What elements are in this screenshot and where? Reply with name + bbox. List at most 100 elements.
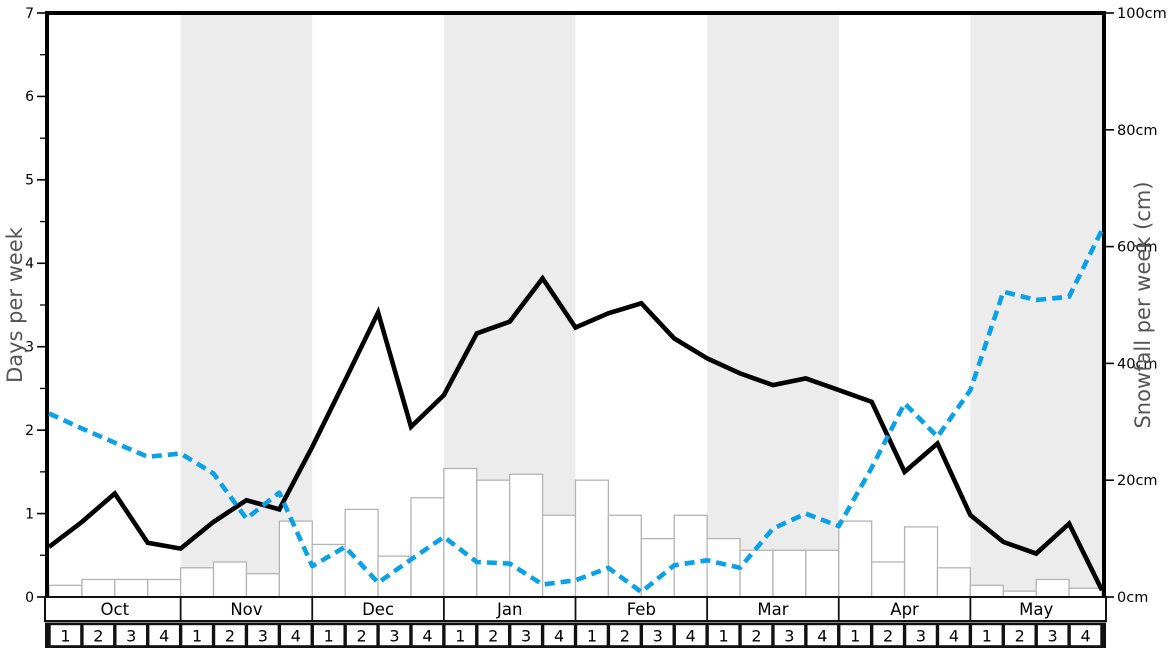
left-tick-label: 4 xyxy=(25,256,34,272)
month-label-oct: Oct xyxy=(101,600,130,619)
week-label: 3 xyxy=(916,626,926,645)
snowfall-bar-apr-w2 xyxy=(871,561,906,598)
week-cell xyxy=(972,625,1002,646)
left-tick-label: 5 xyxy=(25,173,34,189)
black-solid-line xyxy=(47,274,1105,592)
month-label-jan: Jan xyxy=(496,600,522,619)
snowfall-bar-nov-w3 xyxy=(245,572,280,598)
week-cell xyxy=(182,625,212,646)
week-cell xyxy=(511,625,541,646)
week-label: 3 xyxy=(521,626,531,645)
week-cell xyxy=(610,625,640,646)
snowfall-bar-mar-w2 xyxy=(739,549,774,598)
blue-dashed-line xyxy=(48,228,1105,595)
left-tick-label: 2 xyxy=(25,423,34,439)
week-cell xyxy=(774,625,805,646)
week-label: 2 xyxy=(883,626,893,645)
right-tick-label: 20cm xyxy=(1117,473,1158,489)
week-cell xyxy=(807,625,838,646)
week-cell xyxy=(577,625,607,646)
week-cell xyxy=(379,625,410,646)
week-label: 4 xyxy=(159,626,169,645)
right-tick-label: 40cm xyxy=(1117,356,1158,372)
chart-generated-layers: 0 1 2 3 4 5 6 7 0cm 20cm 40cm 60cm 80cm 100cm Oct Nov De… xyxy=(25,6,1167,648)
week-cell xyxy=(83,625,114,646)
snowfall-bar-jan-w3 xyxy=(509,473,544,598)
snowfall-bar-feb-w4 xyxy=(673,514,708,598)
month-band-mar xyxy=(707,13,839,597)
week-cell xyxy=(544,625,574,646)
right-tick-label: 100cm xyxy=(1117,6,1167,22)
week-label: 4 xyxy=(422,626,432,645)
week-cell xyxy=(248,625,278,646)
left-tick-label: 1 xyxy=(25,506,34,522)
right-axis-title: Snowfall per week (cm) xyxy=(1131,181,1155,428)
week-cell xyxy=(741,625,772,646)
week-label: 3 xyxy=(389,626,399,645)
left-tick-label: 6 xyxy=(25,89,34,105)
left-tick-label: 0 xyxy=(25,590,34,606)
week-label: 4 xyxy=(1080,626,1090,645)
week-cell xyxy=(939,625,969,646)
week-label: 4 xyxy=(949,626,959,645)
week-label: 1 xyxy=(850,626,860,645)
month-label-dec: Dec xyxy=(362,600,394,619)
snowfall-bar-feb-w2 xyxy=(607,514,642,598)
week-label: 1 xyxy=(455,626,465,645)
week-cell xyxy=(346,625,377,646)
snowfall-bar-may-w3 xyxy=(1035,578,1070,598)
week-cell xyxy=(873,625,903,646)
week-label: 3 xyxy=(653,626,663,645)
week-label: 2 xyxy=(620,626,630,645)
month-label-nov: Nov xyxy=(230,600,262,619)
snowfall-bar-apr-w1 xyxy=(838,520,873,598)
week-label: 1 xyxy=(60,626,70,645)
snowfall-bar-jan-w1 xyxy=(443,467,478,598)
week-cell xyxy=(445,625,476,646)
snowfall-bar-dec-w1 xyxy=(311,543,346,598)
week-label: 3 xyxy=(1048,626,1058,645)
month-band-may xyxy=(970,13,1102,597)
week-cell xyxy=(1004,625,1035,646)
right-tick-label: 80cm xyxy=(1117,123,1158,139)
week-cell xyxy=(116,625,147,646)
left-axis-title: Days per week xyxy=(3,226,27,383)
week-cell xyxy=(412,625,443,646)
week-label: 2 xyxy=(1015,626,1025,645)
week-label: 2 xyxy=(93,626,103,645)
week-label: 4 xyxy=(554,626,564,645)
snowfall-bar-may-w1 xyxy=(969,584,1004,598)
week-label: 1 xyxy=(718,626,728,645)
snowfall-bar-nov-w2 xyxy=(212,561,248,598)
week-cell xyxy=(708,625,739,646)
week-cell xyxy=(149,625,179,646)
left-tick-label: 3 xyxy=(25,340,34,356)
week-cell xyxy=(840,625,870,646)
month-band-nov xyxy=(180,13,313,597)
week-label: 4 xyxy=(686,626,696,645)
week-cell xyxy=(50,625,81,646)
week-cell xyxy=(478,625,508,646)
week-label: 1 xyxy=(192,626,202,645)
snowfall-bar-may-w4 xyxy=(1068,587,1103,598)
snowfall-bar-oct-w4 xyxy=(147,578,182,598)
week-label: 2 xyxy=(225,626,235,645)
week-label: 4 xyxy=(817,626,827,645)
snowfall-bar-apr-w4 xyxy=(936,567,972,598)
snowfall-bar-oct-w1 xyxy=(48,584,83,598)
month-label-feb: Feb xyxy=(627,600,656,619)
week-cell xyxy=(281,625,311,646)
month-label-mar: Mar xyxy=(757,600,788,619)
right-tick-label: 60cm xyxy=(1117,240,1158,256)
week-label: 3 xyxy=(126,626,136,645)
week-label: 2 xyxy=(357,626,367,645)
snowfall-bar-apr-w3 xyxy=(903,526,939,598)
week-label: 1 xyxy=(587,626,597,645)
week-label: 4 xyxy=(291,626,301,645)
week-cell xyxy=(1037,625,1068,646)
snowfall-bar-oct-w2 xyxy=(81,578,116,598)
week-label: 1 xyxy=(982,626,992,645)
snowfall-bar-nov-w1 xyxy=(179,567,215,598)
